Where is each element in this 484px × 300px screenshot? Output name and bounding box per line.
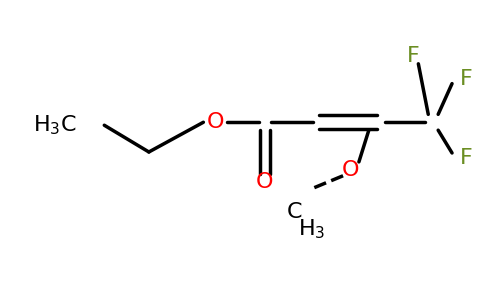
Text: C: C (287, 202, 302, 221)
Text: H$_3$C: H$_3$C (33, 113, 76, 137)
Text: H$_3$: H$_3$ (299, 218, 326, 241)
Text: F: F (460, 69, 473, 89)
Text: F: F (407, 46, 420, 66)
Text: F: F (460, 148, 473, 168)
Text: O: O (256, 172, 273, 192)
Text: O: O (207, 112, 224, 132)
Text: O: O (342, 160, 360, 180)
